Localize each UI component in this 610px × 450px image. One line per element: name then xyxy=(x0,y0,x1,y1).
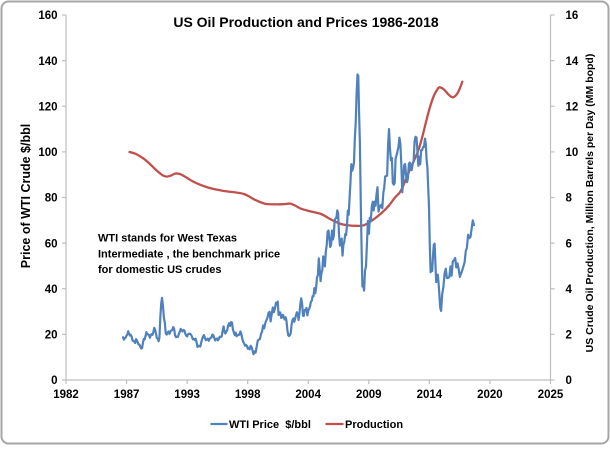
svg-text:Intermediate , the benchmark p: Intermediate , the benchmark price xyxy=(98,248,280,260)
svg-text:2004: 2004 xyxy=(295,389,321,401)
svg-text:2: 2 xyxy=(566,330,572,342)
svg-text:10: 10 xyxy=(566,147,579,159)
svg-text:80: 80 xyxy=(45,193,58,205)
svg-text:2020: 2020 xyxy=(477,389,503,401)
svg-text:WTI stands for West Texas: WTI stands for West Texas xyxy=(98,233,237,245)
svg-text:2014: 2014 xyxy=(417,389,443,401)
svg-text:US Crude Oil Production, Milli: US Crude Oil Production, Million Barrels… xyxy=(584,54,596,353)
svg-text:160: 160 xyxy=(38,10,57,22)
svg-text:2009: 2009 xyxy=(356,389,382,401)
svg-text:8: 8 xyxy=(566,193,573,205)
svg-text:12: 12 xyxy=(566,102,579,114)
svg-text:60: 60 xyxy=(45,238,58,250)
svg-text:14: 14 xyxy=(566,56,579,68)
svg-text:0: 0 xyxy=(566,375,572,387)
svg-text:6: 6 xyxy=(566,238,572,250)
svg-text:1982: 1982 xyxy=(53,389,79,401)
svg-text:1987: 1987 xyxy=(114,389,140,401)
svg-text:Production: Production xyxy=(345,419,403,431)
svg-text:US Oil Production and Prices 1: US Oil Production and Prices 1986-2018 xyxy=(173,14,439,30)
svg-text:40: 40 xyxy=(45,284,58,296)
svg-text:0: 0 xyxy=(51,375,57,387)
svg-text:Price of WTI Crude $/bbl: Price of WTI Crude $/bbl xyxy=(19,124,33,268)
svg-text:1993: 1993 xyxy=(174,389,200,401)
svg-text:16: 16 xyxy=(566,10,579,22)
svg-text:1998: 1998 xyxy=(235,389,261,401)
svg-text:20: 20 xyxy=(45,330,58,342)
svg-text:140: 140 xyxy=(38,56,57,68)
svg-text:4: 4 xyxy=(566,284,573,296)
svg-text:100: 100 xyxy=(38,147,57,159)
svg-text:2025: 2025 xyxy=(538,389,564,401)
svg-text:for domestic US crudes: for domestic US crudes xyxy=(98,264,221,276)
svg-text:WTI Price $/bbl: WTI Price $/bbl xyxy=(229,419,311,431)
svg-text:120: 120 xyxy=(38,102,57,114)
